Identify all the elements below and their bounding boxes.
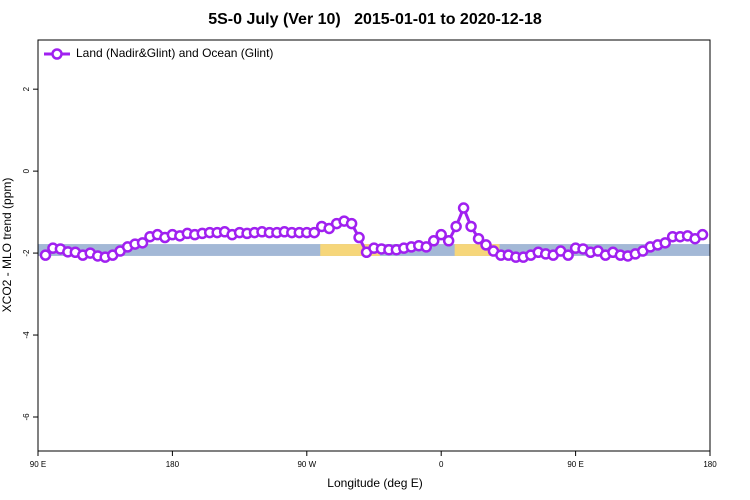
data-point bbox=[420, 241, 433, 253]
data-point bbox=[457, 202, 470, 214]
data-point bbox=[450, 220, 462, 233]
data-point bbox=[562, 249, 574, 261]
band-segment bbox=[320, 244, 380, 256]
y-tick-label: -2 bbox=[22, 249, 31, 257]
y-tick-label: 2 bbox=[22, 86, 31, 91]
legend-marker bbox=[51, 48, 63, 60]
data-point bbox=[465, 220, 477, 233]
data-point bbox=[308, 226, 321, 239]
x-tick-label: 90 E bbox=[30, 460, 46, 469]
x-axis-label: Longitude (deg E) bbox=[327, 476, 422, 490]
data-point bbox=[427, 235, 440, 247]
y-tick-label: 0 bbox=[22, 168, 31, 173]
chart-title: 5S-0 July (Ver 10) 2015-01-01 to 2020-12… bbox=[208, 11, 542, 28]
data-point bbox=[435, 228, 447, 241]
data-point bbox=[696, 228, 709, 241]
y-axis-label: XCO2 - MLO trend (ppm) bbox=[0, 178, 14, 313]
data-point bbox=[345, 217, 358, 230]
data-point bbox=[442, 235, 455, 247]
x-tick-label: 180 bbox=[166, 460, 180, 469]
y-tick-label: -4 bbox=[22, 331, 31, 339]
band-segment bbox=[454, 244, 500, 256]
x-tick-label: 180 bbox=[703, 460, 717, 469]
y-tick-label: -6 bbox=[22, 413, 31, 421]
data-point bbox=[659, 237, 671, 249]
data-point bbox=[472, 232, 485, 245]
x-tick-label: 0 bbox=[439, 460, 444, 469]
data-point bbox=[136, 237, 149, 249]
legend-label: Land (Nadir&Glint) and Ocean (Glint) bbox=[76, 46, 273, 60]
data-point bbox=[39, 249, 52, 261]
data-point bbox=[480, 239, 492, 251]
x-tick-label: 90 E bbox=[567, 460, 583, 469]
x-tick-label: 90 W bbox=[297, 460, 316, 469]
plot-frame bbox=[37, 39, 711, 452]
data-point bbox=[353, 231, 365, 244]
